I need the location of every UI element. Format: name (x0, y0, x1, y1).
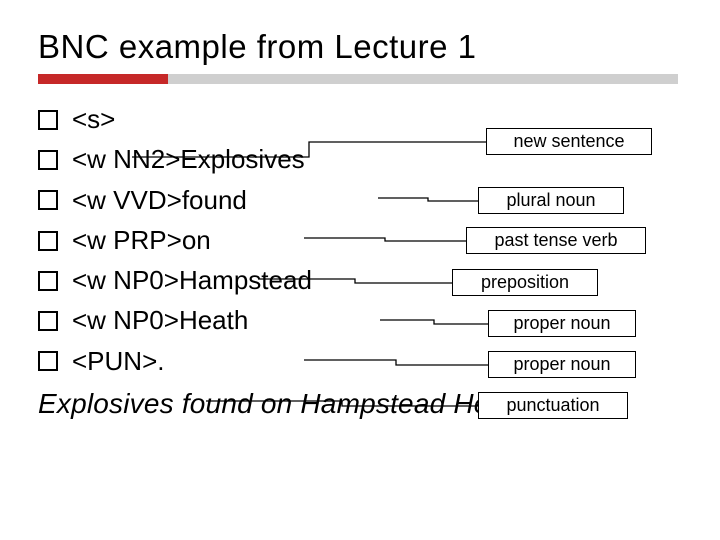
annotation-label: punctuation (478, 392, 628, 419)
annotation-label: proper noun (488, 351, 636, 378)
tag-text: <w PRP>on (72, 227, 211, 254)
slide-title: BNC example from Lecture 1 (38, 28, 682, 66)
checkbox-icon (38, 150, 58, 170)
gray-bar (168, 74, 678, 84)
annotation-label: past tense verb (466, 227, 646, 254)
accent-bar (38, 74, 168, 84)
tag-text: <w NP0>Heath (72, 307, 248, 334)
title-underline (38, 74, 682, 84)
annotation-label: proper noun (488, 310, 636, 337)
checkbox-icon (38, 110, 58, 130)
checkbox-icon (38, 271, 58, 291)
annotation-label: plural noun (478, 187, 624, 214)
tag-text: <s> (72, 106, 115, 133)
tag-text: <PUN>. (72, 348, 165, 375)
annotation-label: preposition (452, 269, 598, 296)
tag-text: <w VVD>found (72, 187, 247, 214)
checkbox-icon (38, 231, 58, 251)
checkbox-icon (38, 351, 58, 371)
checkbox-icon (38, 311, 58, 331)
checkbox-icon (38, 190, 58, 210)
annotation-label: new sentence (486, 128, 652, 155)
tag-text: <w NP0>Hampstead (72, 267, 312, 294)
tag-text: <w NN2>Explosives (72, 146, 305, 173)
